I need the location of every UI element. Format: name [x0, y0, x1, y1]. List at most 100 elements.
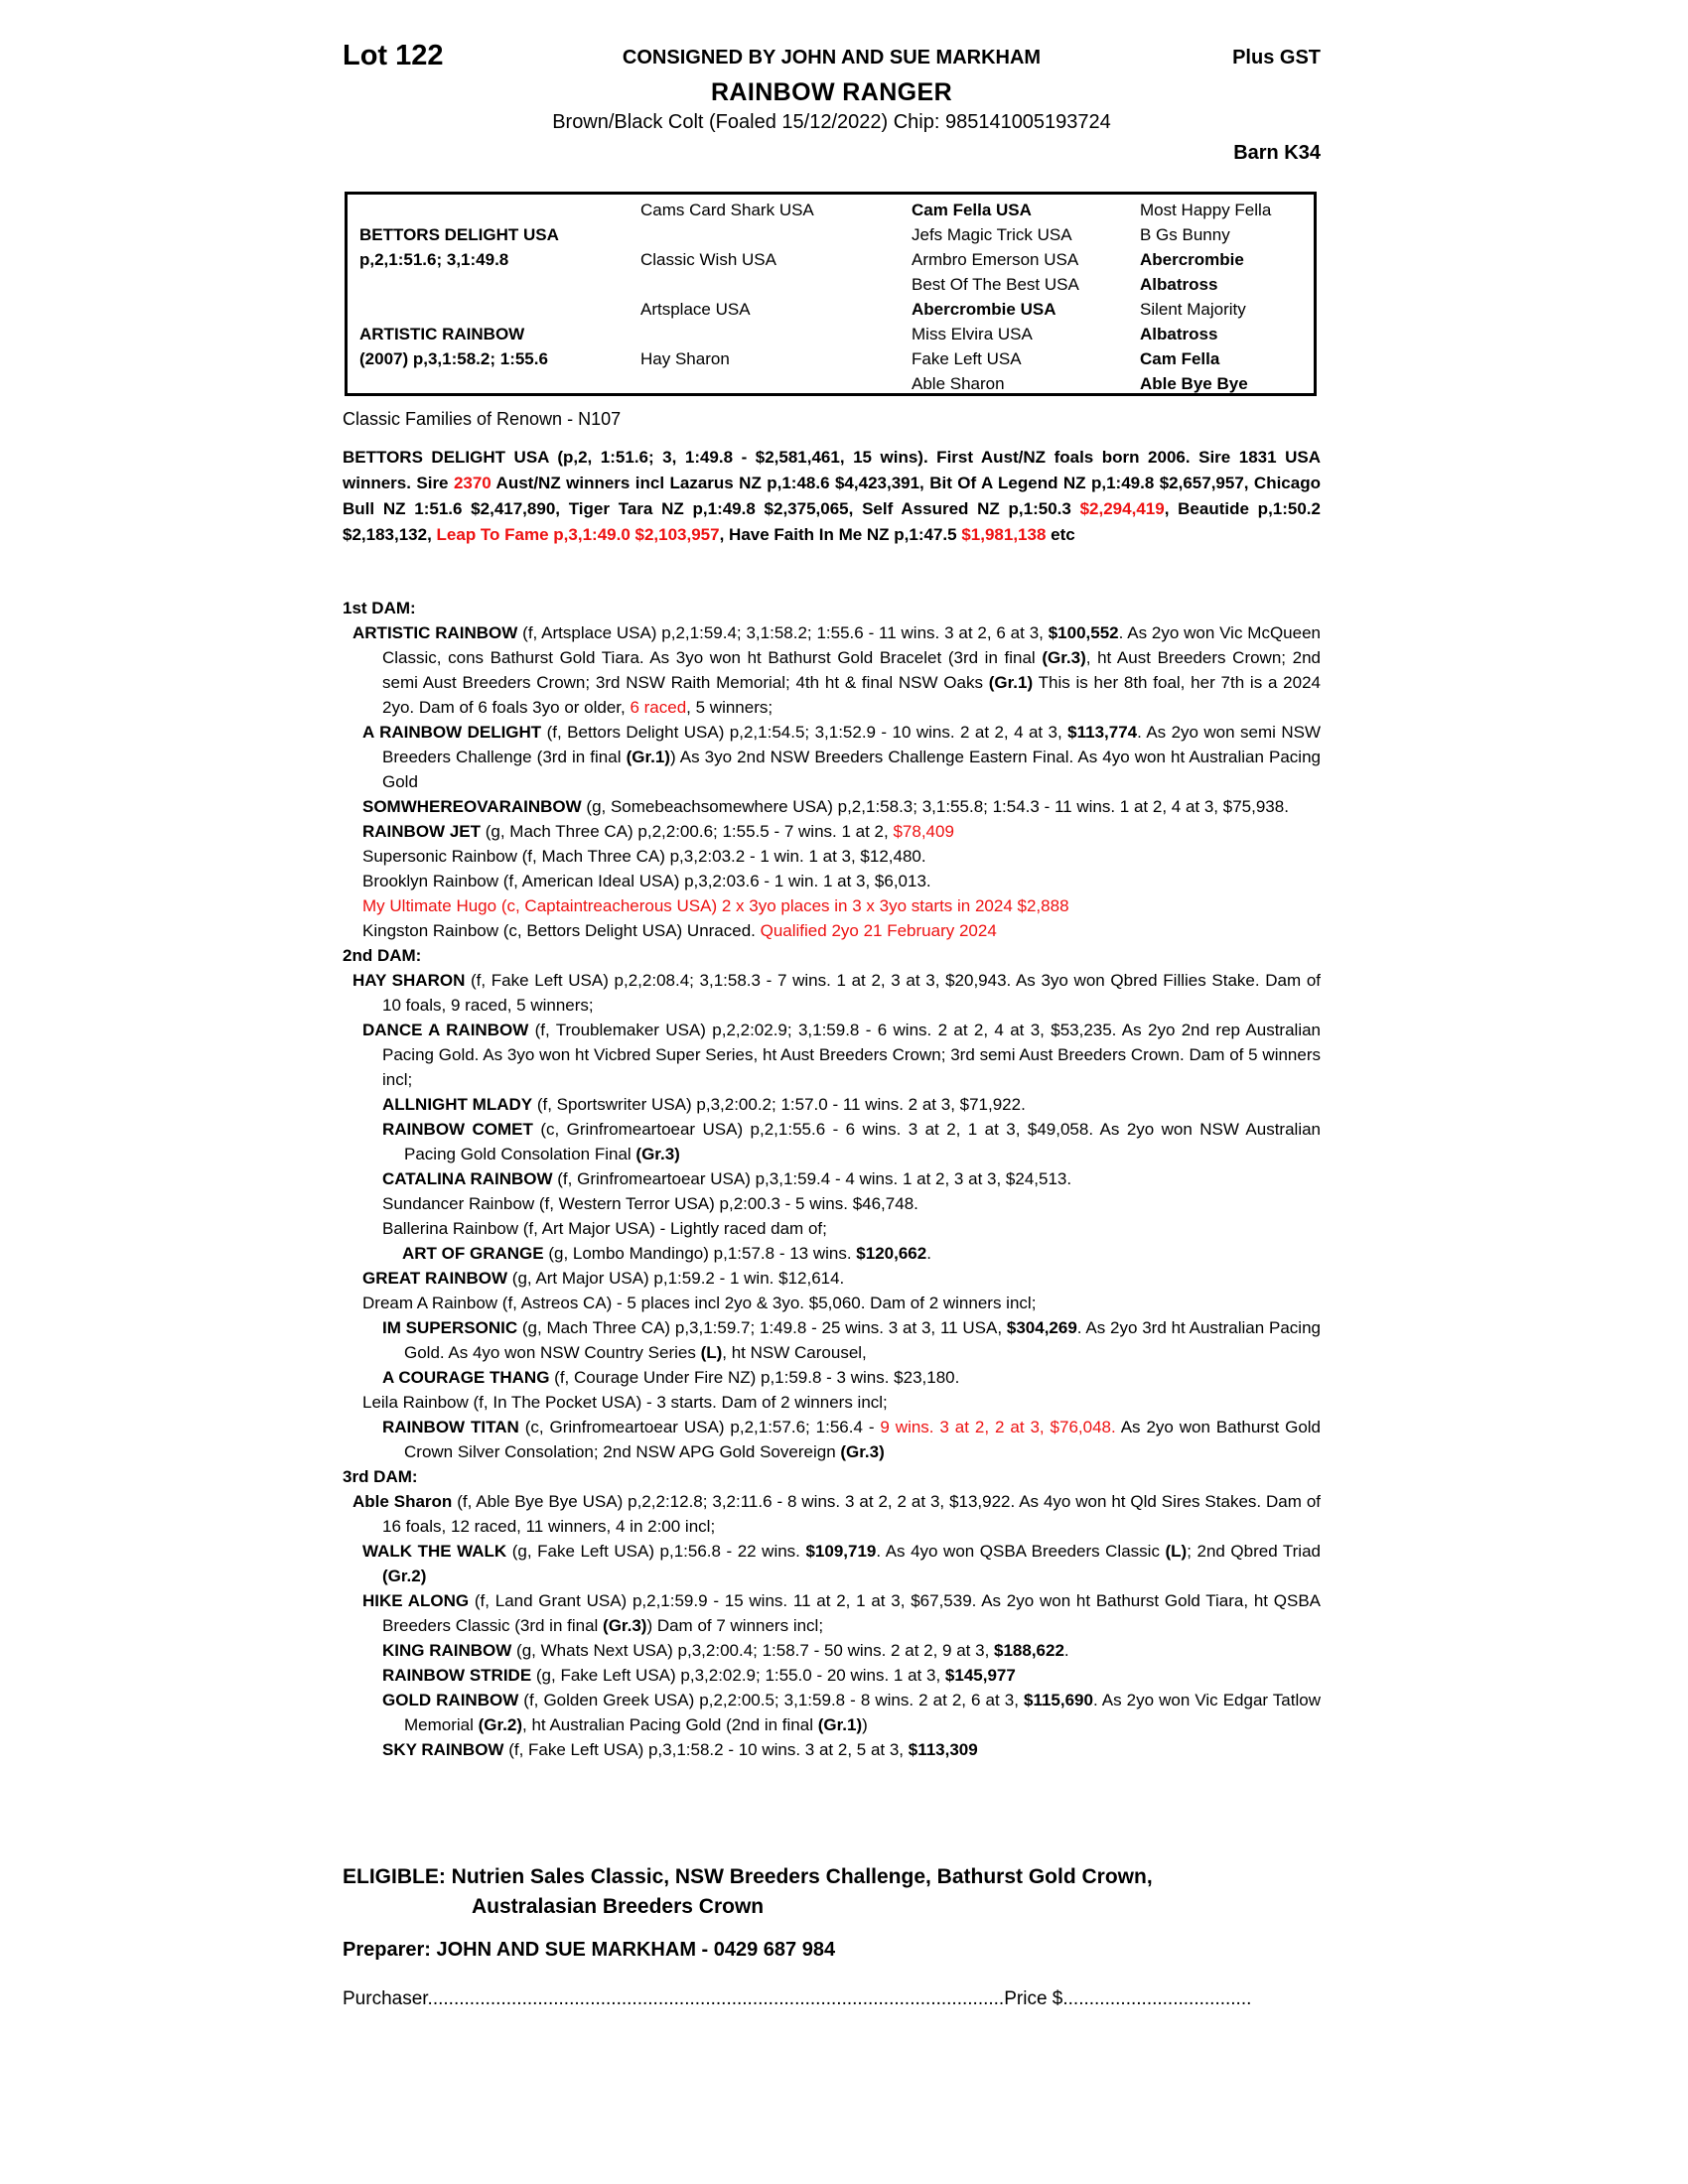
progeny-entry: GREAT RAINBOW (g, Art Major USA) p,1:59.… — [343, 1266, 1321, 1291]
text-segment: HAY SHARON — [352, 971, 466, 990]
text-segment: HIKE ALONG — [362, 1591, 470, 1610]
text-segment: (f, Troublemaker USA) p,2,2:02.9; 3,1:59… — [382, 1021, 1321, 1089]
text-segment: (f, Golden Greek USA) p,2,2:00.5; 3,1:59… — [518, 1691, 1024, 1709]
progeny-entry: RAINBOW COMET (c, Grinfromeartoear USA) … — [343, 1117, 1321, 1166]
text-segment: SOMWHEREOVARAINBOW — [362, 797, 582, 816]
pedigree-name: Hay Sharon — [640, 349, 730, 368]
pedigree-name: BETTORS DELIGHT USA — [359, 225, 559, 244]
text-segment: (Gr.3) — [1042, 648, 1086, 667]
progeny-entry: RAINBOW STRIDE (g, Fake Left USA) p,3,2:… — [343, 1663, 1321, 1688]
text-segment: $2,294,419 — [1079, 499, 1165, 518]
text-segment: $1,981,138 — [961, 525, 1047, 544]
text-segment: ART OF GRANGE — [402, 1244, 544, 1263]
text-segment: . As 2yo won Vic McQueen Classic, cons B… — [382, 623, 1321, 667]
pedigree-column-3: Cam Fella USA Jefs Magic Trick USA Armbro … — [912, 198, 1079, 396]
text-segment: (Gr.3) — [603, 1616, 647, 1635]
text-segment: , Beautide p,1:50.2 $2,183,132, — [343, 499, 1321, 544]
progeny-entry: A RAINBOW DELIGHT (f, Bettors Delight US… — [343, 720, 1321, 794]
consignor-line: CONSIGNED BY JOHN AND SUE MARKHAM — [622, 47, 1042, 68]
text-segment: Brooklyn Rainbow (f, American Ideal USA)… — [362, 872, 931, 890]
progeny-entry: A COURAGE THANG (f, Courage Under Fire N… — [343, 1365, 1321, 1390]
horse-description: Brown/Black Colt (Foaled 15/12/2022) Chi… — [552, 111, 1111, 133]
progeny-entry: SOMWHEREOVARAINBOW (g, Somebeachsomewher… — [343, 794, 1321, 819]
price-label: Price $ — [1004, 1988, 1063, 2009]
pedigree-name: Cams Card Shark USA — [640, 201, 814, 219]
pedigree-empty-line — [359, 371, 559, 396]
progeny-entry: ARTISTIC RAINBOW (f, Artsplace USA) p,2,… — [343, 620, 1321, 720]
text-segment: $100,552 — [1048, 623, 1119, 642]
progeny-entry: Dream A Rainbow (f, Astreos CA) - 5 plac… — [343, 1291, 1321, 1315]
text-segment: (f, Sportswriter USA) p,3,2:00.2; 1:57.0… — [532, 1095, 1026, 1114]
text-segment: . As 2yo won Vic Edgar Tatlow Memorial — [404, 1691, 1321, 1734]
pedigree-empty-line — [640, 222, 814, 247]
text-segment: SKY RAINBOW — [382, 1740, 504, 1759]
text-segment: (g, Fake Left USA) p,3,2:02.9; 1:55.0 - … — [531, 1666, 945, 1685]
text-segment: . As 4yo won QSBA Breeders Classic — [876, 1542, 1166, 1561]
progeny-entry: GOLD RAINBOW (f, Golden Greek USA) p,2,2… — [343, 1688, 1321, 1737]
text-segment: (Gr.1) — [817, 1715, 863, 1734]
text-segment: (f, Artsplace USA) p,2,1:59.4; 3,1:58.2;… — [517, 623, 1049, 642]
progeny-entry: Sundancer Rainbow (f, Western Terror USA… — [343, 1191, 1321, 1216]
pedigree-name: B Gs Bunny — [1140, 225, 1230, 244]
progeny-entry: KING RAINBOW (g, Whats Next USA) p,3,2:0… — [343, 1638, 1321, 1663]
text-segment: ARTISTIC RAINBOW — [352, 623, 518, 642]
progeny-entry: RAINBOW TITAN (c, Grinfromeartoear USA) … — [343, 1415, 1321, 1464]
text-segment: (f, Fake Left USA) p,2,2:08.4; 3,1:58.3 … — [382, 971, 1321, 1015]
text-segment: This is her 8th foal, her 7th is a 2024 … — [382, 673, 1321, 717]
purchaser-label: Purchaser — [343, 1988, 428, 2009]
pedigree-name: Abercrombie USA — [912, 300, 1056, 319]
text-segment: (f, Grinfromeartoear USA) p,3,1:59.4 - 4… — [552, 1169, 1072, 1188]
dam-heading: 1st DAM: — [343, 599, 416, 617]
progeny-entry: Leila Rainbow (f, In The Pocket USA) - 3… — [343, 1390, 1321, 1415]
progeny-entry: Able Sharon (f, Able Bye Bye USA) p,2,2:… — [343, 1489, 1321, 1539]
pedigree-empty-line — [640, 272, 814, 297]
pedigree-name: (2007) p,3,1:58.2; 1:55.6 — [359, 349, 548, 368]
pedigree-name: p,2,1:51.6; 3,1:49.8 — [359, 250, 509, 269]
text-segment: (c, Grinfromeartoear USA) p,2,1:57.6; 1:… — [518, 1418, 881, 1436]
progeny-entry: Ballerina Rainbow (f, Art Major USA) - L… — [343, 1216, 1321, 1241]
progeny-entry: CATALINA RAINBOW (f, Grinfromeartoear US… — [343, 1166, 1321, 1191]
text-segment: RAINBOW STRIDE — [382, 1666, 532, 1685]
progeny-entry: DANCE A RAINBOW (f, Troublemaker USA) p,… — [343, 1018, 1321, 1092]
pedigree-name: Able Bye Bye — [1140, 374, 1248, 393]
text-segment: , Have Faith In Me NZ p,1:47.5 — [719, 525, 962, 544]
text-segment: RAINBOW TITAN — [382, 1418, 519, 1436]
text-segment: Kingston Rainbow (c, Bettors Delight USA… — [362, 921, 761, 940]
sire-paragraph: BETTORS DELIGHT USA (p,2, 1:51.6; 3, 1:4… — [343, 445, 1321, 548]
pedigree-column-4: Most Happy Fella B Gs Bunny Abercrombie Alb… — [1140, 198, 1271, 396]
text-segment: (f, Able Bye Bye USA) p,2,2:12.8; 3,2:11… — [382, 1492, 1321, 1536]
progeny-entry: Brooklyn Rainbow (f, American Ideal USA)… — [343, 869, 1321, 893]
eligible-line-2: Australasian Breeders Crown — [472, 1895, 765, 1918]
text-segment: My Ultimate Hugo (c, Captaintreacherous … — [362, 896, 1069, 915]
text-segment: As 2yo won Bathurst Gold Crown Silver Co… — [404, 1418, 1322, 1461]
pedigree-name: Jefs Magic Trick USA — [912, 225, 1072, 244]
text-segment: (g, Mach Three CA) p,3,1:59.7; 1:49.8 - … — [517, 1318, 1007, 1337]
dam-sections: 1st DAM: ARTISTIC RAINBOW (f, Artsplace U… — [343, 596, 1321, 1762]
text-segment: (Gr.1) — [988, 673, 1034, 692]
pedigree-name: Abercrombie — [1140, 250, 1244, 269]
text-segment: (Gr.3) — [840, 1442, 885, 1461]
text-segment: $78,409 — [893, 822, 954, 841]
progeny-entry: ART OF GRANGE (g, Lombo Mandingo) p,1:57… — [343, 1241, 1321, 1266]
text-segment: $113,774 — [1067, 723, 1138, 742]
text-segment: (f, Bettors Delight USA) p,2,1:54.5; 3,1… — [541, 723, 1068, 742]
text-segment: (g, Lombo Mandingo) p,1:57.8 - 13 wins. — [543, 1244, 857, 1263]
horse-name: RAINBOW RANGER — [710, 78, 953, 106]
header-row: Lot 122 CONSIGNED BY JOHN AND SUE MARKHA… — [343, 40, 1321, 75]
pedigree-name: Albatross — [1140, 325, 1218, 343]
pedigree-table: BETTORS DELIGHT USA p,2,1:51.6; 3,1:49.8 … — [345, 192, 1317, 396]
pedigree-name: Able Sharon — [912, 374, 1005, 393]
text-segment: (L) — [700, 1343, 723, 1362]
text-segment: RAINBOW COMET — [382, 1120, 533, 1139]
barn-label: Barn K34 — [1233, 142, 1321, 164]
text-segment: Qualified 2yo 21 February 2024 — [760, 921, 997, 940]
pedigree-empty-line — [640, 371, 814, 396]
text-segment: , ht Aust Breeders Crown; 2nd semi Aust … — [382, 648, 1321, 692]
text-segment: CATALINA RAINBOW — [382, 1169, 553, 1188]
pedigree-name: Classic Wish USA — [640, 250, 776, 269]
text-segment: (L) — [1165, 1542, 1188, 1561]
text-segment: Able Sharon — [352, 1492, 453, 1511]
text-segment: . — [926, 1244, 931, 1263]
price-dotted-line: .................................... — [1062, 1988, 1252, 2009]
progeny-entry: SKY RAINBOW (f, Fake Left USA) p,3,1:58.… — [343, 1737, 1321, 1762]
